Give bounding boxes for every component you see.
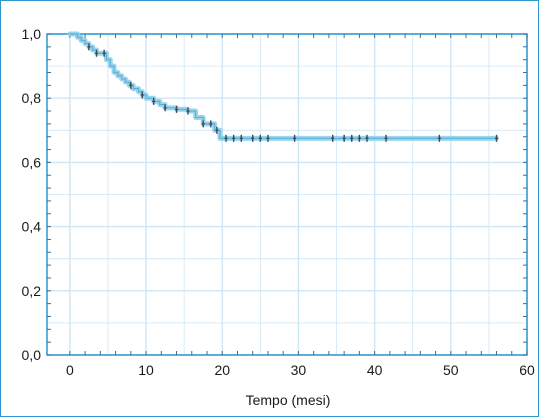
x-axis-title: Tempo (mesi) — [246, 392, 331, 408]
tick-label-layer: 0 10 20 30 40 50 60 0,0 0,2 0,4 0,6 0,8 1,0 — [22, 26, 535, 378]
y-tick-label: 0,0 — [22, 347, 42, 363]
plot-area-border — [46, 33, 528, 356]
y-tick-label: 0,4 — [22, 219, 42, 235]
y-tick-label: 0,8 — [22, 90, 42, 106]
x-tick-label: 30 — [291, 362, 307, 378]
y-tick-label: 0,2 — [22, 283, 42, 299]
x-tick-label: 60 — [519, 362, 535, 378]
y-tick-label: 0,6 — [22, 154, 42, 170]
axis-ticks — [47, 33, 528, 356]
survival-curve-layer — [67, 31, 500, 141]
censor-marker-layer — [87, 43, 499, 142]
y-tick-label: 1,0 — [22, 26, 42, 42]
x-tick-label: 0 — [66, 362, 74, 378]
x-tick-label: 40 — [367, 362, 383, 378]
survival-curve — [67, 31, 500, 141]
x-tick-label: 20 — [214, 362, 230, 378]
x-tick-label: 50 — [443, 362, 459, 378]
x-tick-label: 10 — [138, 362, 154, 378]
gridlines — [47, 33, 528, 356]
